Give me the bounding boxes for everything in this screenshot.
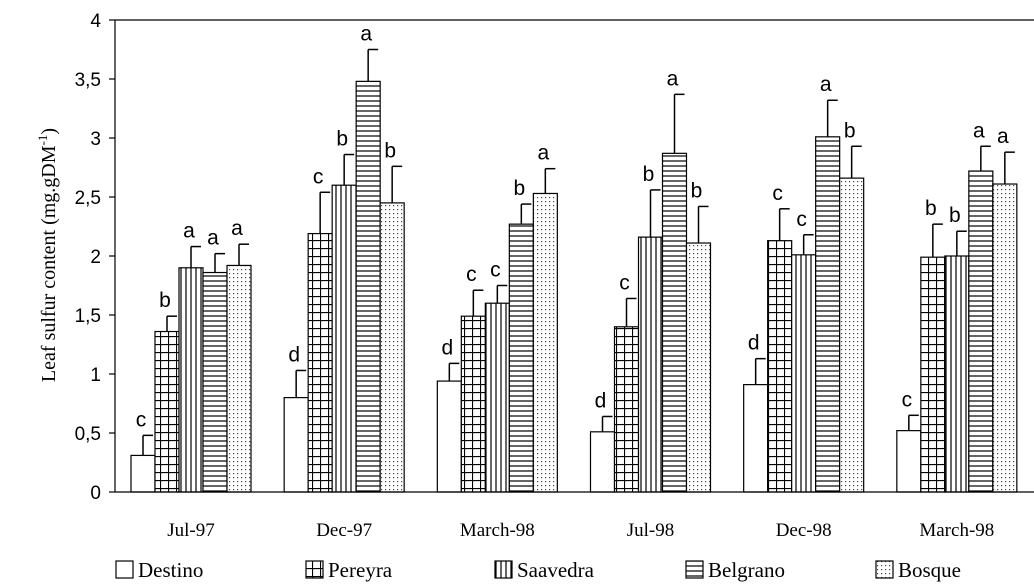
bar-saavedra-6: [944, 255, 970, 493]
legend-label-bosque: Bosque: [898, 558, 961, 582]
legend-swatch-bosque: [875, 560, 894, 579]
bar-pereyra-1: [154, 330, 180, 493]
significance-letter: b: [691, 179, 703, 202]
significance-letter: a: [537, 142, 549, 165]
bar-belgrano-3: [508, 223, 534, 493]
bar-belgrano-1: [202, 271, 228, 493]
significance-letter: a: [183, 220, 195, 243]
y-axis: 0 0,5 1 1,5 2 2,5 3 3,5 4: [75, 11, 115, 504]
y-tick-label: 2,5: [75, 188, 101, 209]
significance-letter: d: [595, 389, 607, 412]
significance-letter: a: [820, 73, 832, 96]
significance-letter: d: [748, 332, 760, 355]
y-tick-label: 1,5: [75, 306, 101, 327]
bar-saavedra-5: [791, 254, 817, 493]
legend-swatch-belgrano: [685, 560, 704, 579]
legend-swatch-pereyra: [305, 560, 324, 579]
significance-letter: c: [902, 388, 913, 411]
significance-letter: a: [360, 23, 372, 46]
significance-letter: a: [231, 217, 243, 240]
bar-bosque-5: [839, 177, 865, 493]
x-tick-label: March-98: [919, 520, 994, 541]
legend: Destino Pereyra Saavedra Belgrano Bosque: [115, 558, 961, 582]
bar-destino-1: [130, 454, 156, 493]
significance-letter: a: [667, 67, 679, 90]
bar-belgrano-5: [815, 136, 841, 493]
significance-letter: d: [288, 343, 300, 366]
bar-pereyra-5: [767, 240, 793, 493]
legend-swatch-saavedra: [494, 560, 513, 579]
bar-bosque-4: [685, 242, 712, 493]
significance-letter: b: [513, 177, 525, 200]
significance-letter: a: [997, 125, 1009, 148]
bar-belgrano-2: [355, 80, 381, 493]
y-tick-label: 2: [90, 247, 101, 268]
bar-bosque-2: [379, 202, 405, 493]
bar-saavedra-3: [484, 302, 510, 493]
x-tick-label: March-98: [460, 520, 535, 541]
significance-letter: b: [925, 197, 937, 220]
bar-destino-2: [283, 397, 309, 493]
y-tick-label: 0,5: [75, 424, 101, 445]
significance-letter: c: [772, 182, 783, 205]
bar-belgrano-4: [661, 152, 688, 493]
significance-letter: a: [973, 119, 985, 142]
significance-letter: d: [441, 336, 453, 359]
legend-label-belgrano: Belgrano: [708, 558, 785, 582]
bar-destino-5: [743, 384, 769, 493]
legend-label-pereyra: Pereyra: [328, 558, 393, 582]
significance-letter: b: [949, 204, 961, 227]
significance-letter: c: [796, 208, 807, 231]
significance-letter: c: [313, 165, 324, 188]
x-tick-label: Jul-97: [167, 520, 215, 541]
significance-letter: b: [159, 289, 171, 312]
legend-label-destino: Destino: [138, 558, 203, 582]
significance-letter: b: [643, 163, 655, 186]
significance-letter: c: [466, 263, 477, 286]
bar-destino-4: [589, 431, 616, 493]
bar-pereyra-6: [920, 256, 946, 493]
x-axis-labels: Jul-97 Dec-97 March-98 Jul-98 Dec-98 March-98: [167, 520, 994, 541]
significance-letter: c: [136, 408, 147, 431]
significance-letter: b: [384, 139, 396, 162]
significance-letter: b: [844, 119, 856, 142]
significance-letter: c: [490, 259, 501, 282]
significance-letter: a: [207, 227, 219, 250]
bar-saavedra-4: [637, 236, 664, 493]
bar-pereyra-4: [613, 326, 640, 493]
bar-bosque-6: [992, 183, 1018, 493]
y-tick-label: 1: [90, 365, 101, 386]
x-tick-label: Dec-98: [776, 520, 832, 541]
y-tick-label: 3,5: [75, 70, 101, 91]
significance-letter: c: [619, 271, 630, 294]
bar-saavedra-1: [178, 267, 204, 493]
bar-pereyra-3: [460, 315, 486, 493]
bar-bosque-3: [532, 192, 558, 493]
y-axis-label: Leaf sulfur content (mg.gDM-1): [35, 128, 60, 382]
bar-belgrano-6: [968, 170, 994, 493]
bar-destino-6: [896, 430, 922, 493]
legend-label-saavedra: Saavedra: [517, 558, 595, 582]
bar-bosque-1: [226, 264, 252, 493]
legend-swatch-destino: [115, 560, 134, 579]
y-tick-label: 0: [90, 483, 101, 504]
significance-letter: b: [336, 128, 348, 151]
x-tick-label: Dec-97: [316, 520, 372, 541]
bar-destino-3: [436, 380, 462, 493]
y-tick-label: 4: [90, 11, 101, 32]
bar-pereyra-2: [307, 232, 333, 493]
x-tick-label: Jul-98: [627, 520, 675, 541]
bar-saavedra-2: [331, 184, 357, 493]
y-tick-label: 3: [90, 129, 101, 150]
